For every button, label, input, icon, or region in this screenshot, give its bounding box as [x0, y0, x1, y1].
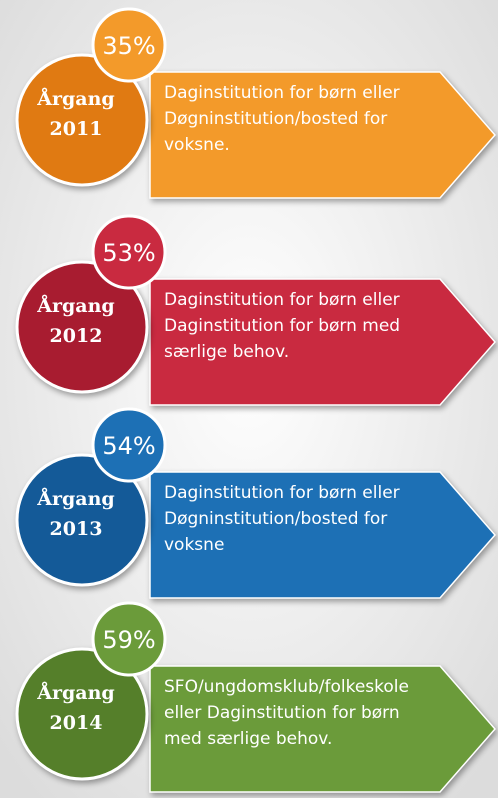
arrow [149, 278, 496, 406]
percent-circle [91, 407, 167, 483]
main-circle [15, 647, 149, 781]
main-circle [15, 53, 149, 187]
item: 35% Årgang 2011 Daginstitution for børn ell… [15, 7, 496, 199]
percent: 54% [102, 432, 155, 460]
description-line: Daginstitution for børn med [164, 316, 400, 336]
description-line: med særlige behov. [164, 729, 332, 749]
arrow [149, 665, 496, 793]
item: 53% Årgang 2012 Daginstitution for børn ell… [15, 214, 496, 406]
year: 2014 [50, 712, 103, 734]
item: 54% Årgang 2013 Daginstitution for børn ell… [15, 407, 496, 599]
description-line: Døgninstitution/bosted for [164, 509, 387, 529]
percent: 59% [102, 626, 155, 654]
description-line: voksne. [164, 135, 230, 155]
percent: 53% [102, 239, 155, 267]
description-line: Daginstitution for børn eller [164, 83, 400, 103]
main-circle [15, 260, 149, 394]
arrow [149, 471, 496, 599]
description-line: SFO/ungdomsklub/folkeskole [164, 677, 409, 697]
description-line: Døgninstitution/bosted for [164, 109, 387, 129]
year: 2012 [50, 325, 103, 347]
percent-circle [91, 214, 167, 290]
percent-circle [91, 601, 167, 677]
percent-circle [91, 7, 167, 83]
arrow [149, 71, 496, 199]
label: Årgang [36, 681, 114, 704]
description-line: voksne [164, 535, 224, 555]
description-line: Daginstitution for børn eller [164, 483, 400, 503]
description-line: eller Daginstitution for børn [164, 703, 400, 723]
description-line: særlige behov. [164, 342, 289, 362]
year: 2013 [50, 518, 103, 540]
label: Årgang [36, 87, 114, 110]
description-line: Daginstitution for børn eller [164, 290, 400, 310]
item: 59% Årgang 2014 SFO/ungdomsklub/folkeskole e… [15, 601, 496, 793]
year: 2011 [50, 118, 103, 140]
label: Årgang [36, 294, 114, 317]
percent: 35% [102, 32, 155, 60]
label: Årgang [36, 487, 114, 510]
main-circle [15, 453, 149, 587]
